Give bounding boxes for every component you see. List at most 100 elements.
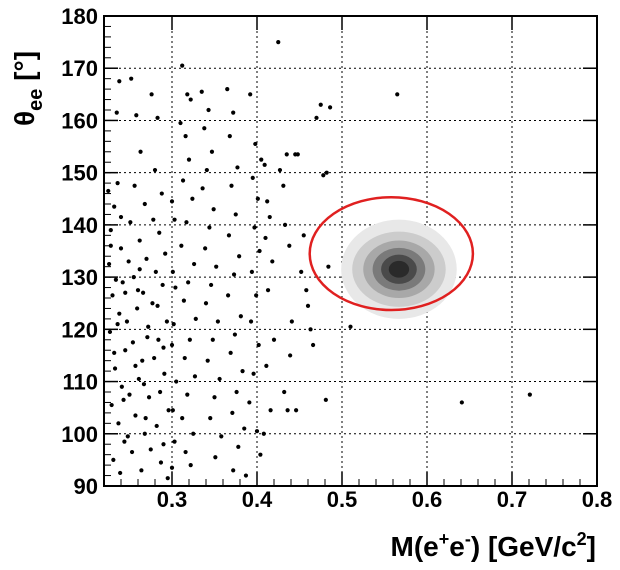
data-point [146,324,151,329]
data-point [282,389,287,395]
data-point [163,251,168,256]
data-point [161,442,166,447]
data-point [179,243,184,248]
data-point [133,413,138,418]
data-point [204,167,209,173]
data-point [267,214,272,220]
data-point [324,170,329,175]
data-point [150,301,155,306]
data-point [117,311,122,316]
data-point [111,457,116,462]
data-point [192,261,197,267]
y-tick-label: 160 [61,108,98,133]
data-point [164,319,169,324]
data-point [183,449,188,455]
data-point [180,63,185,68]
data-point [174,379,179,384]
data-point [145,335,150,340]
data-point [139,468,144,473]
data-point [120,280,125,285]
data-point [118,470,123,476]
data-point [203,301,209,306]
data-point [136,376,141,382]
y-tick-label: 100 [61,422,98,447]
data-point [142,431,147,436]
data-point [171,322,176,327]
data-point [264,363,269,368]
data-point [206,107,211,113]
data-point [185,92,190,97]
x-axis-title-close: ] [587,531,596,562]
data-point [156,337,161,342]
data-point [225,87,230,92]
data-point [253,141,258,147]
data-point [140,358,145,363]
data-point [169,465,175,470]
data-point [285,408,290,413]
data-point [328,105,333,110]
x-axis-title-sup2: - [465,529,471,549]
data-point [229,183,234,188]
data-point [107,261,112,267]
data-point [208,416,213,421]
data-point [288,353,293,358]
data-point [141,382,147,387]
data-point [459,400,464,405]
x-axis-title-end: ) [GeV/c [471,531,577,562]
data-point [128,220,133,225]
data-point [172,439,177,444]
data-point [130,340,135,345]
data-point [114,110,119,115]
data-point [151,217,156,222]
data-point [209,149,215,154]
data-point [191,431,196,436]
data-point [182,355,187,361]
data-point [159,191,164,196]
data-point [304,288,309,293]
data-point [122,439,127,444]
data-point [277,167,283,173]
data-point [236,444,241,449]
data-point [121,397,126,402]
data-point [157,230,162,235]
density-level [388,260,410,278]
data-point [305,303,311,308]
data-point [170,269,175,274]
x-tick-label: 0.3 [157,487,188,512]
data-point [265,288,271,293]
data-point [301,233,306,238]
data-point [321,173,326,178]
data-point [207,225,212,230]
data-point [270,259,275,264]
data-point [202,126,207,131]
data-point [231,110,236,115]
data-point [289,319,294,324]
y-tick-label: 130 [61,265,98,290]
data-point [124,319,130,324]
data-point [240,369,245,374]
tick-labels: 0.3 0.4 0.5 0.6 0.7 0.8 90 100 110 120 130 140 150 16… [61,4,612,512]
y-axis-title-unit: [°] [9,51,40,89]
density-blob [341,219,457,319]
x-tick-label: 0.6 [412,487,443,512]
data-point [115,181,120,186]
data-point [268,408,273,413]
data-point [135,306,140,311]
data-point [126,259,131,264]
data-point [214,264,219,269]
data-point [203,246,208,251]
data-point [284,152,289,157]
data-point [215,319,220,324]
data-point [226,233,232,238]
data-point [217,376,222,382]
data-point [282,222,288,227]
data-point [323,397,328,402]
data-point [148,447,153,452]
x-tick-label: 0.5 [327,487,358,512]
data-point [158,460,164,465]
data-point [231,468,236,473]
data-point [172,217,177,222]
data-point [271,337,277,342]
data-point [294,408,299,413]
